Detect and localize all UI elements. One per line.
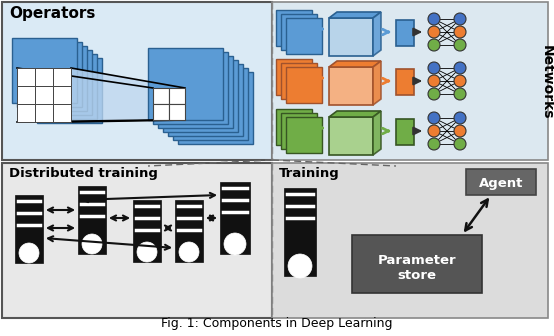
Polygon shape <box>71 68 185 122</box>
Bar <box>396 20 414 46</box>
Circle shape <box>428 75 440 87</box>
Circle shape <box>82 234 102 254</box>
Circle shape <box>454 125 466 137</box>
Circle shape <box>428 112 440 124</box>
Bar <box>286 67 322 103</box>
Bar <box>2 2 272 160</box>
Bar <box>148 48 223 120</box>
Circle shape <box>454 112 466 124</box>
Bar <box>329 67 373 105</box>
Bar <box>153 88 169 104</box>
Bar <box>78 186 106 254</box>
Circle shape <box>428 62 440 74</box>
Bar <box>153 104 169 120</box>
Circle shape <box>454 62 466 74</box>
Bar <box>17 86 35 104</box>
Polygon shape <box>17 68 185 88</box>
Bar <box>169 88 185 104</box>
Bar <box>276 10 312 46</box>
Polygon shape <box>329 111 381 117</box>
Bar <box>169 104 185 120</box>
Circle shape <box>428 88 440 100</box>
Bar <box>466 169 536 195</box>
Text: Fig. 1: Components in Deep Learning: Fig. 1: Components in Deep Learning <box>161 317 393 330</box>
Bar <box>281 63 317 99</box>
Bar <box>163 60 238 132</box>
Polygon shape <box>373 12 381 56</box>
Bar <box>37 58 102 123</box>
Bar <box>281 113 317 149</box>
Bar <box>35 68 53 86</box>
Bar <box>53 104 71 122</box>
Bar <box>17 104 35 122</box>
Bar <box>329 18 373 56</box>
Bar <box>27 50 92 115</box>
Bar <box>168 64 243 136</box>
Bar <box>281 14 317 50</box>
Bar <box>286 18 322 54</box>
Circle shape <box>454 39 466 51</box>
Bar <box>220 182 250 254</box>
Text: Training: Training <box>279 167 340 180</box>
Circle shape <box>137 242 157 262</box>
Text: Agent: Agent <box>479 177 523 191</box>
Bar <box>153 52 228 124</box>
Bar <box>22 46 87 111</box>
Bar <box>276 109 312 145</box>
Bar <box>53 68 71 86</box>
Bar <box>396 119 414 145</box>
Polygon shape <box>373 61 381 105</box>
Circle shape <box>428 39 440 51</box>
Bar <box>35 86 53 104</box>
Circle shape <box>428 125 440 137</box>
Text: Operators: Operators <box>9 6 95 21</box>
Circle shape <box>224 233 246 255</box>
Bar <box>17 42 82 107</box>
Bar <box>173 68 248 140</box>
Polygon shape <box>329 12 381 18</box>
Circle shape <box>454 138 466 150</box>
Bar <box>329 117 373 155</box>
Bar <box>276 59 312 95</box>
Circle shape <box>454 75 466 87</box>
Text: Parameter
store: Parameter store <box>378 254 456 282</box>
Bar <box>178 72 253 144</box>
Bar <box>17 68 35 86</box>
Bar <box>272 2 548 160</box>
Bar <box>32 54 97 119</box>
Polygon shape <box>373 111 381 155</box>
Bar <box>133 200 161 262</box>
Bar <box>158 56 233 128</box>
Circle shape <box>179 242 199 262</box>
Polygon shape <box>17 68 153 122</box>
Bar <box>352 235 482 293</box>
Bar <box>286 117 322 153</box>
Circle shape <box>454 26 466 38</box>
Circle shape <box>288 254 312 278</box>
Bar <box>175 200 203 262</box>
Bar <box>12 38 77 103</box>
Circle shape <box>19 243 39 263</box>
Circle shape <box>454 13 466 25</box>
Text: Networks: Networks <box>540 45 554 119</box>
Bar <box>396 69 414 95</box>
Bar <box>2 163 272 318</box>
Bar <box>35 104 53 122</box>
Bar <box>272 163 548 318</box>
Polygon shape <box>17 120 185 122</box>
Text: Distributed training: Distributed training <box>9 167 158 180</box>
Circle shape <box>428 26 440 38</box>
Bar <box>53 86 71 104</box>
Bar <box>15 195 43 263</box>
Bar <box>284 188 316 276</box>
Circle shape <box>428 138 440 150</box>
Polygon shape <box>329 61 381 67</box>
Circle shape <box>428 13 440 25</box>
Circle shape <box>454 88 466 100</box>
